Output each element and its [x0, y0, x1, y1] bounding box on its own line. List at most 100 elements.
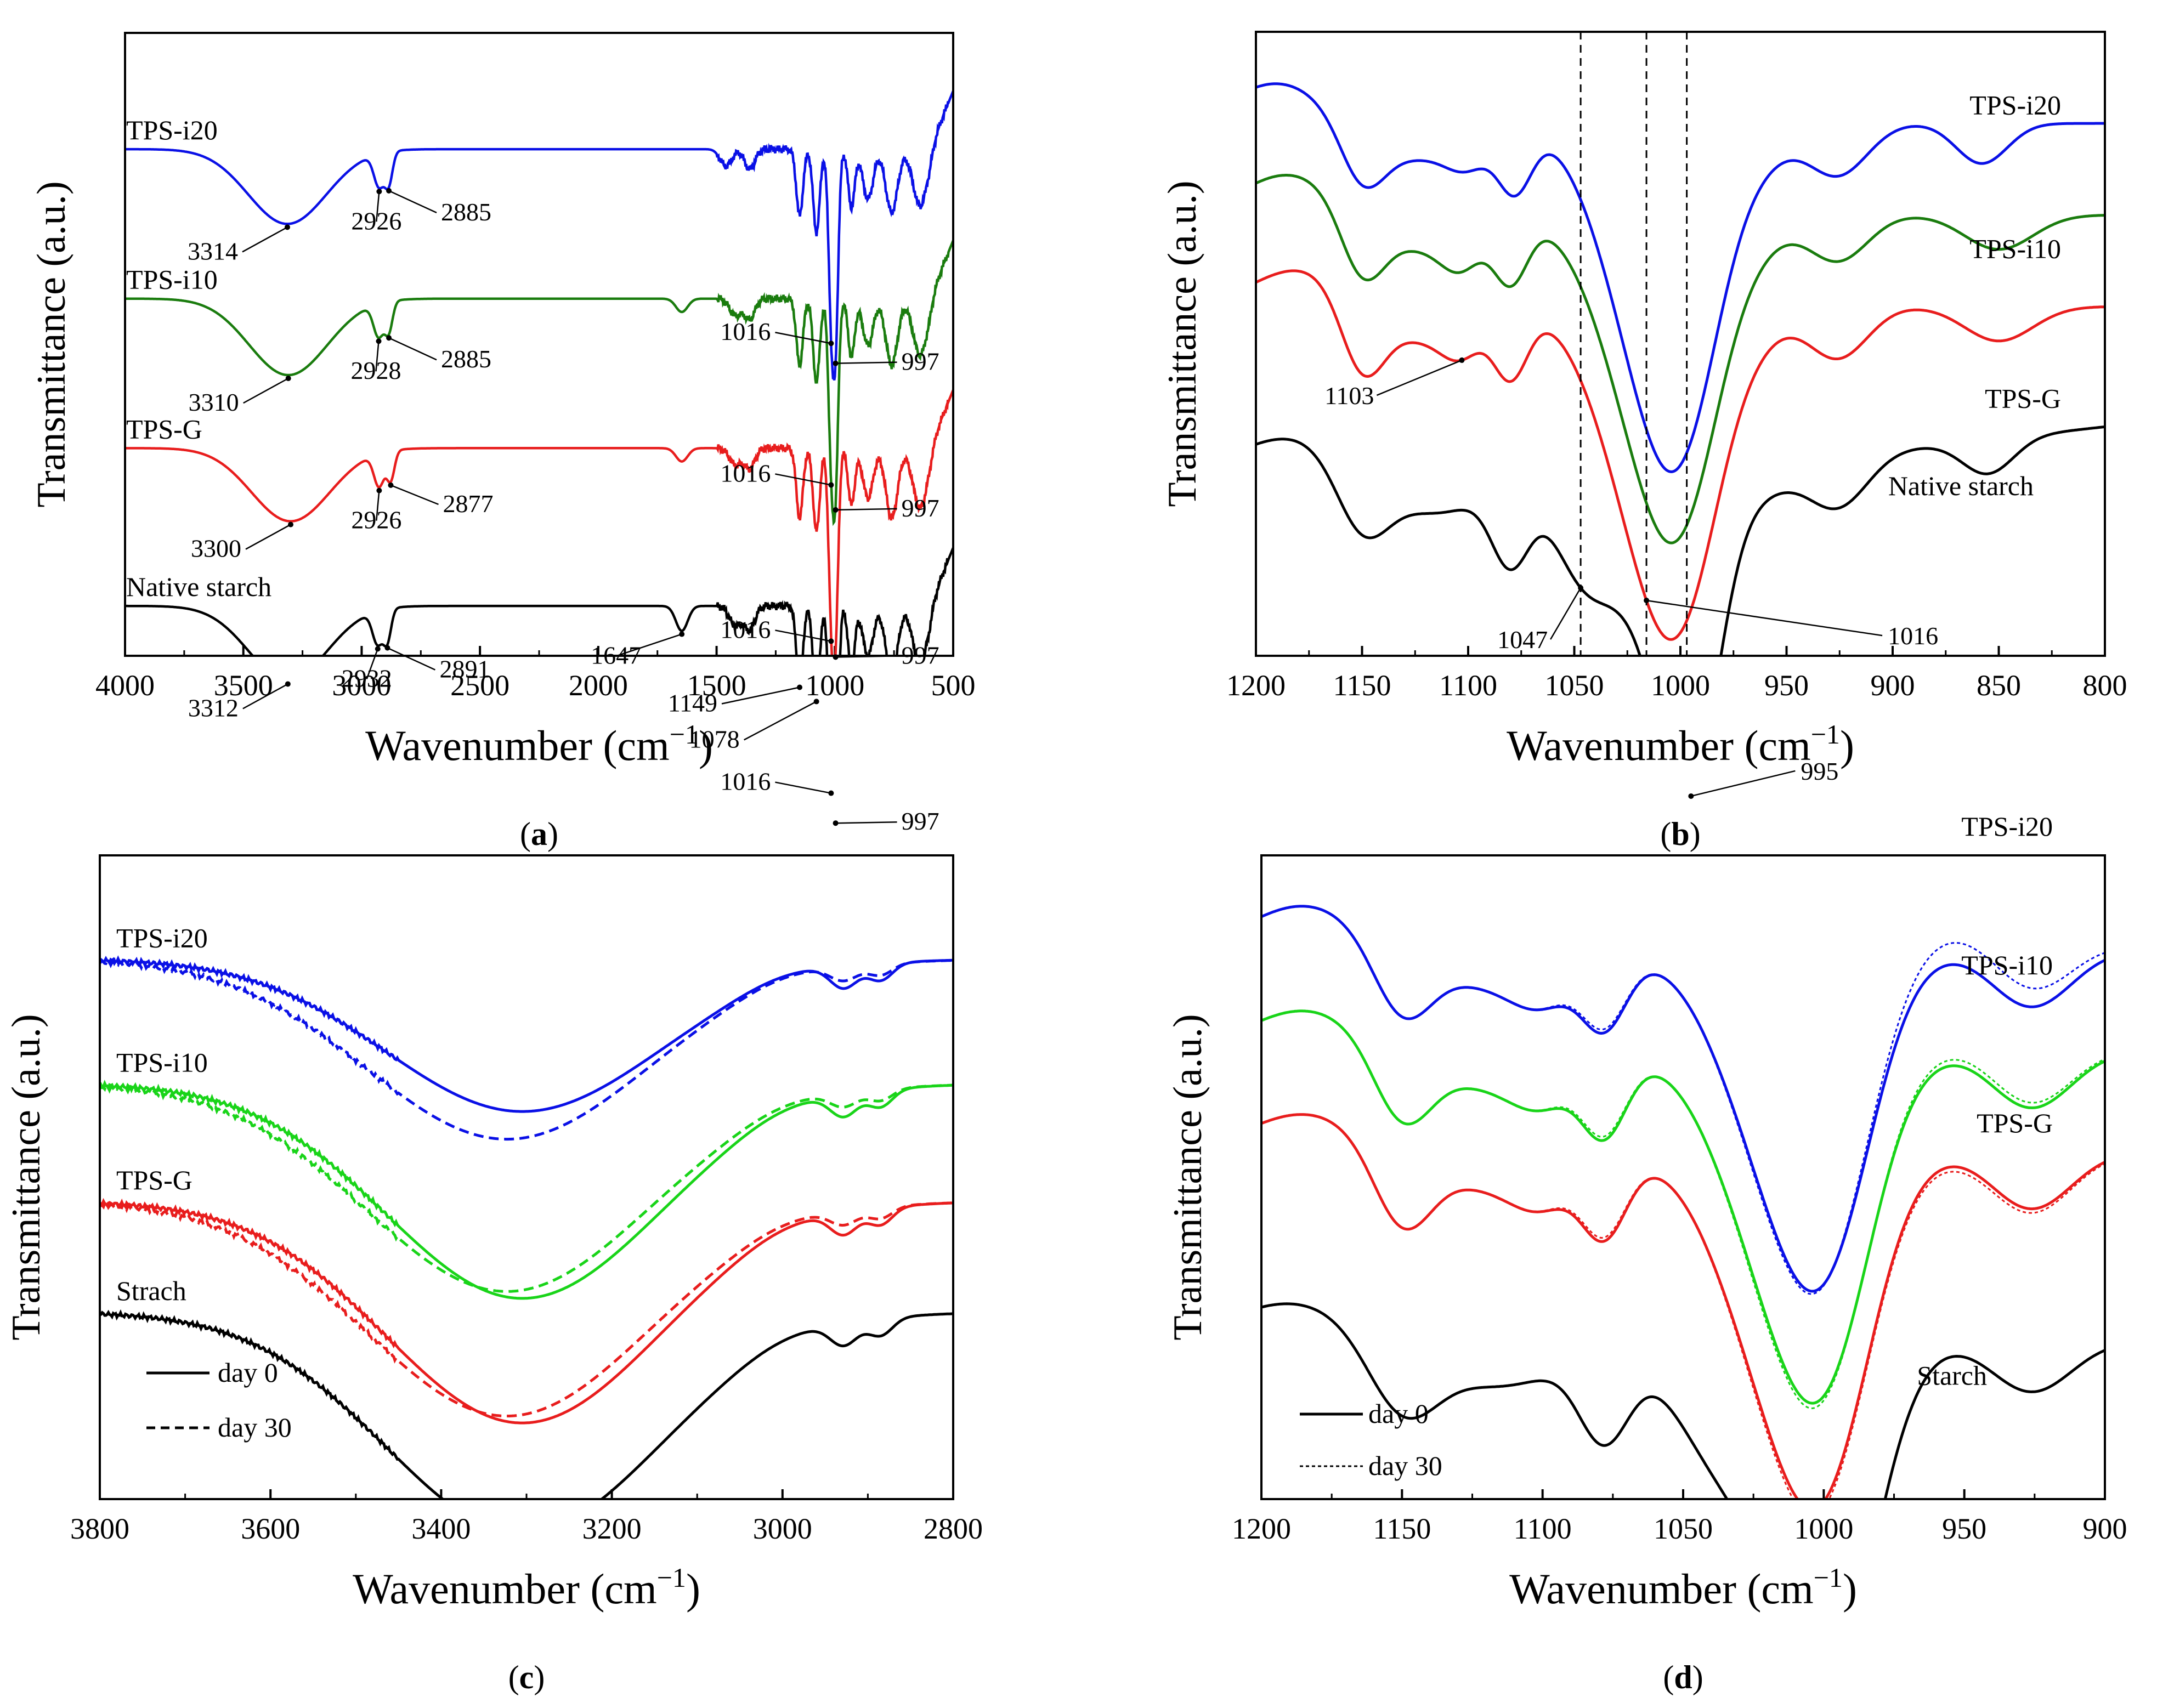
annotation-arrow — [744, 701, 817, 741]
x-tick-label: 1200 — [1226, 669, 1286, 702]
x-tick-label: 1100 — [1514, 1512, 1572, 1545]
panel-caption: (d) — [1663, 1659, 1703, 1695]
x-axis-title: Wavenumber (cm−1) — [1507, 719, 1854, 769]
x-tick-label: 3500 — [214, 669, 273, 702]
x-tick-label: 1000 — [1651, 669, 1710, 702]
series-line-day0-starch — [1263, 1302, 2104, 1498]
plot-area — [1257, 82, 2104, 655]
series-label: TPS-i10 — [1969, 233, 2061, 264]
annotation-arrowhead — [285, 376, 291, 382]
series-line-day30-tps-i20 — [101, 957, 952, 1141]
plot-area — [126, 90, 952, 655]
annotation-arrowhead — [388, 482, 394, 488]
annotation-arrowhead — [1688, 793, 1694, 799]
series-line-day30-tps-g — [101, 1201, 952, 1417]
annotation-arrowhead — [285, 681, 291, 687]
annotation-arrow — [376, 191, 380, 222]
x-axis-title-close: ) — [699, 722, 713, 769]
x-axis-title-close: ) — [1840, 722, 1854, 769]
x-tick-label: 800 — [2083, 669, 2127, 702]
series-label: TPS-G — [116, 1165, 193, 1195]
peak-annotation: 3310 — [189, 388, 239, 416]
series-label: TPS-i10 — [116, 1047, 208, 1078]
annotation-arrow — [376, 490, 380, 521]
x-tick-label: 1050 — [1545, 669, 1604, 702]
series-line-day30-tps-i10 — [101, 1082, 952, 1293]
x-axis-title-superscript: −1 — [1814, 1562, 1843, 1593]
series-label: Starch — [1917, 1360, 1987, 1391]
series-line-day30-tps-i10 — [1263, 1010, 2104, 1409]
peak-annotation: 1016 — [720, 768, 771, 796]
series-line-tps-i10 — [1257, 174, 2104, 544]
annotation-arrow — [835, 361, 897, 364]
x-tick-label: 3000 — [753, 1512, 812, 1545]
annotation-arrowhead — [284, 224, 290, 230]
annotation-arrow — [388, 190, 437, 214]
x-tick-label: 3800 — [70, 1512, 129, 1545]
x-axis-title: Wavenumber (cm−1) — [1509, 1562, 1857, 1613]
series-label: TPS-G — [126, 413, 202, 444]
peak-annotation: 1016 — [720, 615, 771, 643]
x-tick-label: 950 — [1764, 669, 1809, 702]
series-line-native-starch — [126, 547, 952, 655]
annotation-arrowhead — [828, 638, 834, 644]
annotation-arrowhead — [288, 521, 293, 527]
annotation-arrowhead — [1578, 585, 1584, 591]
annotation-arrowhead — [813, 699, 819, 705]
x-axis-title-superscript: −1 — [657, 1562, 686, 1593]
x-tick-label: 850 — [1977, 669, 2021, 702]
annotation-arrow — [775, 473, 831, 486]
plot-area — [101, 955, 952, 1498]
series-line-tps-i20 — [1257, 82, 2104, 473]
annotation-arrow — [242, 226, 288, 253]
x-tick-label: 1050 — [1654, 1512, 1713, 1545]
annotation-arrowhead — [828, 790, 834, 796]
annotation-arrow — [835, 655, 897, 658]
x-tick-label: 2800 — [924, 1512, 983, 1545]
y-axis-title: Transmittance (a.u.) — [1165, 1014, 1210, 1340]
legend-label: day 0 — [218, 1357, 278, 1388]
series-label: Native starch — [1888, 470, 2034, 501]
panel-caption: (a) — [520, 816, 558, 852]
x-axis-title: Wavenumber (cm−1) — [365, 719, 713, 769]
peak-annotation: 997 — [902, 494, 939, 522]
peak-annotation: 2928 — [350, 356, 401, 384]
x-tick-label: 500 — [931, 669, 976, 702]
x-tick-label: 4000 — [95, 669, 155, 702]
peak-annotation: 3312 — [188, 694, 239, 722]
peak-annotation: 2926 — [351, 207, 401, 235]
series-label: TPS-i10 — [1961, 950, 2053, 980]
annotation-arrowhead — [376, 487, 382, 493]
panel-d: 1200 1150 1100 1050 1000 950 900 Wavenumber (cm… — [1165, 811, 2127, 1695]
annotation-arrow — [1646, 599, 1883, 637]
panel-b: 1200 1150 1100 1050 1000 950 900 850 800 Wavenumb… — [1160, 31, 2127, 852]
y-axis-title: Transmittance (a.u.) — [29, 181, 74, 507]
series-label: TPS-i10 — [126, 264, 218, 295]
peak-annotation: 1078 — [689, 725, 740, 753]
annotation-arrow — [390, 484, 439, 506]
series-line-day0-tps-g — [101, 1198, 952, 1425]
annotation-arrowhead — [375, 646, 381, 652]
series-label: TPS-i20 — [1969, 90, 2061, 121]
plot-area — [1263, 905, 2104, 1498]
annotation-arrowhead — [833, 507, 839, 513]
annotation-arrow — [1550, 587, 1582, 640]
annotation-arrowhead — [797, 684, 803, 690]
x-tick-label: 1000 — [805, 669, 864, 702]
peak-annotation: 1016 — [720, 459, 771, 487]
x-tick-label: 3200 — [582, 1512, 642, 1545]
peak-annotation: 1647 — [591, 642, 641, 669]
x-tick-label: 900 — [1871, 669, 1915, 702]
x-tick-label: 2000 — [569, 669, 628, 702]
series-label: TPS-i20 — [126, 115, 218, 145]
series-label: Native starch — [126, 571, 271, 602]
annotation-arrow — [615, 633, 682, 657]
peak-annotation: 2885 — [441, 198, 491, 226]
plot-frame — [99, 854, 954, 1500]
series-line-day30-tps-g — [1263, 1114, 2104, 1498]
annotation-arrow — [835, 508, 897, 511]
y-axis-title: Transmittance (a.u.) — [4, 1014, 49, 1340]
annotation-arrowhead — [386, 188, 392, 194]
peak-annotation: 3314 — [188, 237, 238, 265]
